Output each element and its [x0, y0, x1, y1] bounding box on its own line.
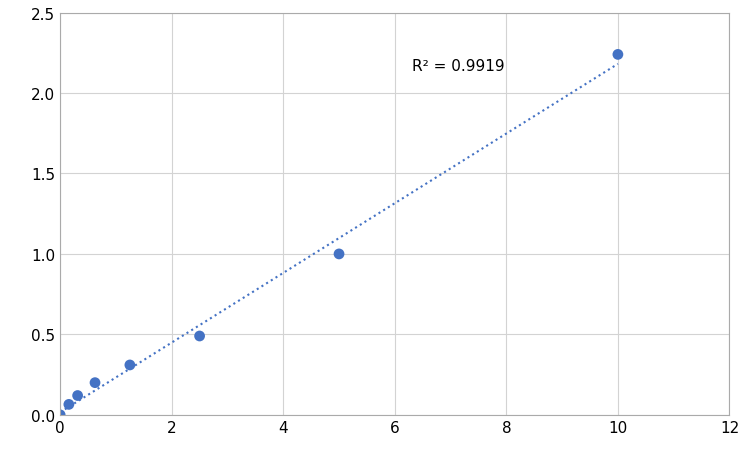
- Point: [71, 392, 83, 399]
- Point: [124, 362, 136, 369]
- Point: [54, 411, 66, 419]
- Point: [333, 251, 345, 258]
- Point: [612, 52, 624, 59]
- Text: R² = 0.9919: R² = 0.9919: [411, 59, 504, 74]
- Point: [89, 379, 101, 387]
- Point: [193, 333, 205, 340]
- Point: [63, 401, 75, 408]
